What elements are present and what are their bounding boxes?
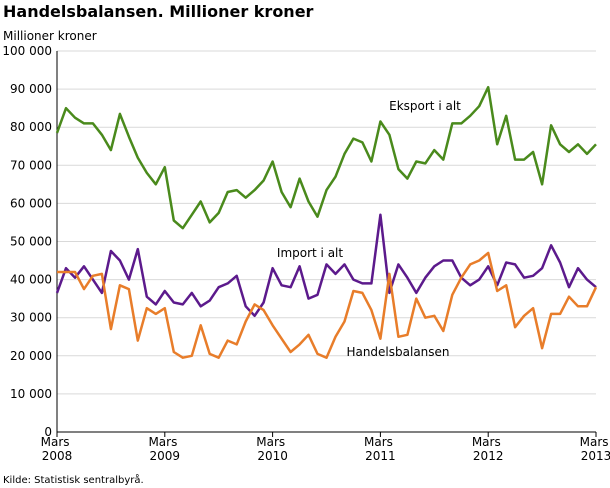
series-label: Import i alt (277, 246, 343, 260)
series-line (55, 85, 597, 230)
y-tick-label: 50 000 (10, 235, 52, 249)
y-tick-label: 0 (44, 425, 52, 439)
source: Kilde: Statistisk sentralbyrå. (3, 473, 144, 486)
x-tick-label: Mars 2012 (472, 435, 505, 463)
series-label: Handelsbalansen (346, 345, 449, 359)
x-tick-label: Mars 2009 (148, 435, 181, 463)
y-tick-label: 10 000 (10, 387, 52, 401)
x-tick-label: Mars 2010 (256, 435, 289, 463)
y-tick-label: 70 000 (10, 158, 52, 172)
y-tick-label: 100 000 (2, 44, 52, 58)
y-tick-label: 40 000 (10, 273, 52, 287)
y-axis-label: Millioner kroner (3, 29, 97, 43)
x-tick-label: Mars 2011 (364, 435, 397, 463)
x-tick-label: Mars 2008 (41, 435, 74, 463)
y-tick-label: 60 000 (10, 196, 52, 210)
series-label: Eksport i alt (389, 99, 461, 113)
series-line (57, 251, 598, 359)
y-tick-label: 30 000 (10, 311, 52, 325)
y-tick-label: 90 000 (10, 82, 52, 96)
y-tick-label: 80 000 (10, 120, 52, 134)
chart-title: Handelsbalansen. Millioner kroner (3, 2, 314, 21)
x-tick-label: Mars 2013 (580, 435, 610, 463)
series-line (55, 213, 597, 318)
y-tick-label: 20 000 (10, 349, 52, 363)
